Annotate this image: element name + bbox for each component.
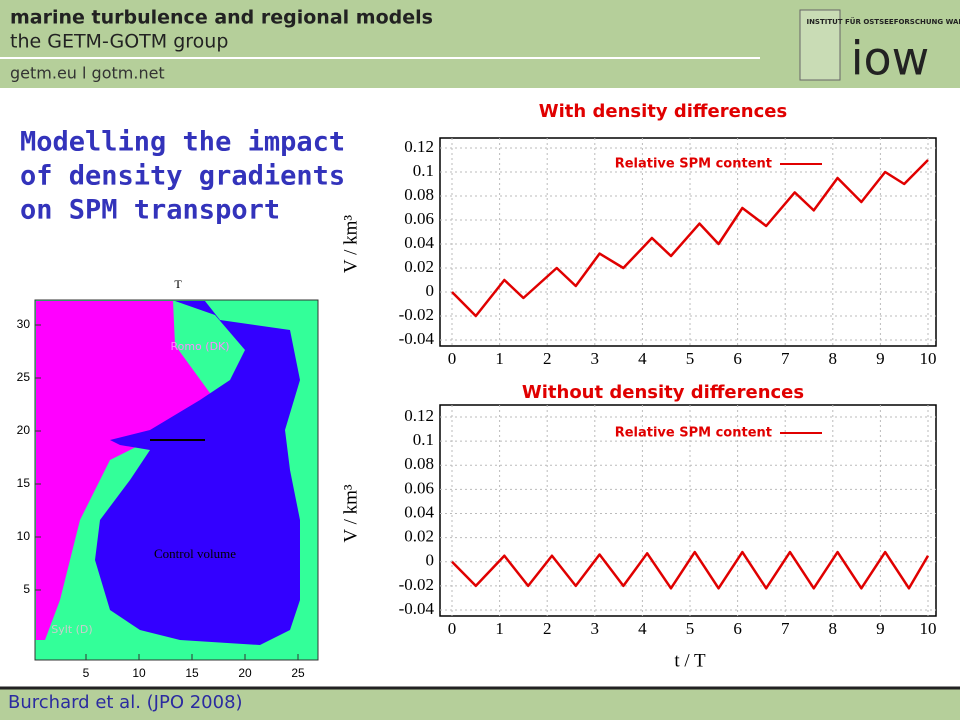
y-tick-label: 0.08 (404, 185, 434, 204)
map-x-tick-label: 5 (83, 666, 90, 680)
map-label: Sylt (D) (51, 623, 92, 636)
header-links: getm.eu l gotm.net (10, 64, 165, 83)
x-tick-label: 4 (638, 619, 647, 638)
x-tick-label: 6 (733, 349, 742, 368)
y-tick-label: 0 (426, 551, 435, 570)
map-y-tick-label: 10 (17, 529, 31, 543)
map-label: Control volume (154, 546, 236, 561)
x-tick-label: 0 (448, 619, 457, 638)
map-land (36, 301, 215, 640)
x-tick-label: 3 (591, 619, 600, 638)
y-tick-label: -0.02 (399, 305, 434, 324)
x-tick-label: 2 (543, 619, 552, 638)
map: T Romo (DK) Sylt (D) Control volume (34, 277, 319, 661)
map-label: Romo (DK) (170, 340, 229, 353)
x-tick-label: 9 (876, 619, 885, 638)
y-tick-label: 0.04 (404, 233, 434, 252)
y-tick-label: 0.12 (404, 137, 434, 156)
x-tick-label: 6 (733, 619, 742, 638)
logo-map (799, 9, 841, 81)
map-y-tick-label: 5 (23, 582, 30, 596)
x-axis-label: t / T (674, 650, 706, 671)
slide-title-line: of density gradients (20, 161, 345, 192)
y-tick-label: -0.04 (399, 599, 435, 618)
plot-frame (439, 137, 937, 347)
footer-band (0, 688, 960, 720)
y-tick-label: 0.1 (413, 161, 434, 180)
footer-text: Burchard et al. (JPO 2008) (8, 692, 243, 713)
chart-title: With density differences (539, 101, 787, 122)
logo-institute: INSTITUT FÜR OSTSEEFORSCHUNG WARNEMÜNDE (806, 17, 960, 26)
header-title: marine turbulence and regional models (10, 7, 433, 29)
map-water (95, 301, 300, 645)
y-tick-label: 0.08 (404, 454, 434, 473)
data-line (451, 550, 930, 590)
x-tick-label: 1 (495, 619, 504, 638)
x-tick-label: 5 (686, 349, 695, 368)
y-tick-label: 0.04 (404, 502, 434, 521)
x-tick-label: 1 (495, 349, 504, 368)
x-tick-label: 8 (829, 619, 838, 638)
data-line (451, 159, 929, 318)
x-tick-label: 8 (829, 349, 838, 368)
x-tick-label: 5 (686, 619, 695, 638)
y-tick-label: 0.12 (404, 406, 434, 425)
plot-frame (439, 404, 937, 617)
logo-name: iow (851, 32, 930, 86)
y-axis-label: V / km³ (340, 484, 361, 542)
x-tick-label: 2 (543, 349, 552, 368)
x-tick-label: 3 (591, 349, 600, 368)
y-tick-label: 0.02 (404, 527, 434, 546)
map-top-label: T (174, 277, 182, 291)
y-tick-label: -0.02 (399, 575, 434, 594)
legend-label: Relative SPM content (615, 426, 772, 441)
x-tick-label: 7 (781, 349, 790, 368)
map-y-tick-label: 15 (17, 476, 31, 490)
map-y-tick-label: 20 (17, 423, 31, 437)
x-tick-label: 0 (448, 349, 457, 368)
y-tick-label: 0.06 (404, 209, 434, 228)
x-tick-label: 9 (876, 349, 885, 368)
y-tick-label: -0.04 (399, 329, 435, 348)
y-tick-label: 0.02 (404, 257, 434, 276)
map-x-tick-label: 15 (185, 666, 199, 680)
legend-label: Relative SPM content (615, 157, 772, 172)
slide-title-line: Modelling the impact (20, 127, 345, 158)
x-tick-label: 10 (920, 619, 937, 638)
x-tick-label: 4 (638, 349, 647, 368)
x-tick-label: 7 (781, 619, 790, 638)
header-subtitle: the GETM-GOTM group (10, 31, 228, 53)
y-tick-label: 0 (426, 281, 435, 300)
slide-title-line: on SPM transport (20, 195, 280, 226)
chart-title: Without density differences (522, 382, 804, 403)
map-y-tick-label: 25 (17, 370, 31, 384)
y-tick-label: 0.1 (413, 430, 434, 449)
map-x-tick-label: 25 (291, 666, 305, 680)
x-tick-label: 10 (920, 349, 937, 368)
map-x-tick-label: 10 (132, 666, 146, 680)
map-x-tick-label: 20 (238, 666, 252, 680)
map-y-tick-label: 30 (17, 317, 31, 331)
y-tick-label: 0.06 (404, 478, 434, 497)
y-axis-label: V / km³ (340, 215, 361, 273)
